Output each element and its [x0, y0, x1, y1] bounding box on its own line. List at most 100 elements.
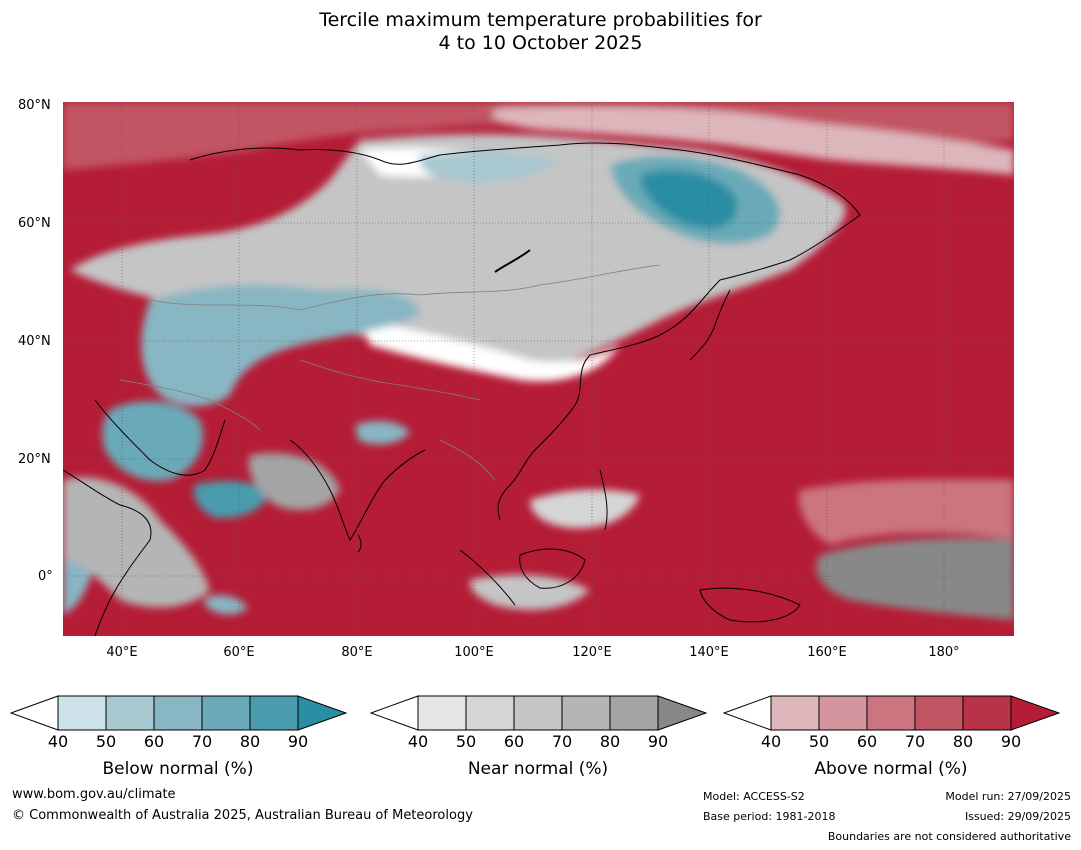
colorbar-near-swatch-60: [513, 695, 563, 731]
lon-label-40e: 40°E: [106, 645, 138, 660]
coastline-sumatra: [459, 549, 516, 606]
title-line-2: 4 to 10 October 2025: [438, 32, 643, 54]
region-below-indianocean: [205, 595, 248, 615]
tick-above-90: 90: [1000, 732, 1022, 751]
issued-info: Issued: 29/09/2025: [964, 810, 1071, 823]
lon-label-160e: 160°E: [807, 645, 847, 660]
lon-label-80e: 80°E: [341, 645, 373, 660]
coastline-east-asia: [497, 259, 791, 521]
coastline-africa-east: [63, 469, 152, 636]
region-below-central-asia: [141, 284, 421, 407]
tick-near-40: 40: [407, 732, 429, 751]
border-central-asia: [149, 293, 421, 311]
colorbar-above-swatch-70: [914, 695, 964, 731]
region-near-pacific-east: [816, 538, 1014, 620]
region-white-central: [360, 320, 620, 382]
tick-above-80: 80: [952, 732, 974, 751]
colorbar-above-swatch-40: [770, 695, 820, 731]
tick-near-70: 70: [551, 732, 573, 751]
colorbar-below-swatch-40: [57, 695, 107, 731]
coastline-new-guinea: [699, 587, 801, 623]
lat-label-20: 20°N: [18, 452, 51, 467]
colorbar-below-under-arrow: [10, 695, 59, 731]
colorbar-above-under-arrow: [723, 695, 772, 731]
region-below-eastsiberia-core: [640, 169, 738, 229]
colorbar-near-over-arrow: [657, 695, 708, 731]
tick-below-40: 40: [47, 732, 69, 751]
colorbar-above-swatch-50: [818, 695, 868, 731]
lon-label-60e: 60°E: [223, 645, 255, 660]
lat-label-40: 40°N: [18, 334, 51, 349]
colorbar-below-swatch-50: [105, 695, 155, 731]
border-southeast-asia: [439, 439, 496, 481]
coastline-philippines: [599, 469, 608, 531]
coastline-borneo: [519, 548, 586, 589]
colorbar-below-swatch-70: [201, 695, 251, 731]
coastline-sri-lanka: [357, 534, 362, 553]
model-info: Model: ACCESS-S2: [703, 790, 805, 803]
tick-below-90: 90: [287, 732, 309, 751]
colorbar-above-swatch-80: [962, 695, 1012, 731]
tick-above-70: 70: [904, 732, 926, 751]
tick-near-90: 90: [647, 732, 669, 751]
tick-above-40: 40: [760, 732, 782, 751]
lon-label-100e: 100°E: [454, 645, 494, 660]
lat-label-0: 0°: [38, 569, 53, 584]
lon-label-180: 180°: [928, 645, 960, 660]
colorbar-below-swatch-60: [153, 695, 203, 731]
tick-above-50: 50: [808, 732, 830, 751]
region-below-africa: [193, 480, 270, 519]
coastline-eurasia-north: [189, 142, 861, 261]
region-near-indonesia: [469, 574, 590, 610]
colorbar-near-swatch-80: [609, 695, 659, 731]
lat-label-60: 60°N: [18, 216, 51, 231]
lon-label-120e: 120°E: [572, 645, 612, 660]
border-china-north: [419, 264, 661, 296]
tick-near-80: 80: [599, 732, 621, 751]
tick-below-50: 50: [95, 732, 117, 751]
region-below-arabia: [102, 401, 204, 481]
chart-title: Tercile maximum temperature probabilitie…: [0, 9, 1081, 55]
boundaries-note: Boundaries are not considered authoritat…: [827, 830, 1071, 843]
tick-above-60: 60: [856, 732, 878, 751]
tick-below-60: 60: [143, 732, 165, 751]
base-period-info: Base period: 1981-2018: [703, 810, 836, 823]
title-line-1: Tercile maximum temperature probabilitie…: [319, 9, 762, 31]
region-arctic-pale: [492, 106, 1014, 175]
colorbar-below-over-arrow: [297, 695, 348, 731]
region-near-philippines: [530, 489, 640, 529]
region-near-arabian-sea: [248, 453, 340, 510]
lon-label-140e: 140°E: [689, 645, 729, 660]
copyright-text: © Commonwealth of Australia 2025, Austra…: [12, 808, 473, 823]
website-link[interactable]: www.bom.gov.au/climate: [12, 787, 176, 802]
colorbar-near-normal: [370, 695, 708, 731]
colorbar-near-swatch-70: [561, 695, 611, 731]
lat-label-80: 80°N: [18, 98, 51, 113]
colorbar-above-swatch-60: [866, 695, 916, 731]
region-near-horn: [63, 477, 210, 608]
border-middle-east: [119, 379, 261, 431]
tick-below-80: 80: [239, 732, 261, 751]
border-himalaya: [299, 359, 481, 401]
tick-near-60: 60: [503, 732, 525, 751]
colorbar-near-swatch-50: [465, 695, 515, 731]
colorbar-below-normal: [10, 695, 348, 731]
colorbar-below-swatch-80: [249, 695, 299, 731]
region-below-india: [355, 420, 410, 445]
lake-baikal: [494, 249, 531, 273]
colorbar-near-swatch-40: [417, 695, 467, 731]
model-run-info: Model run: 27/09/2025: [945, 790, 1071, 803]
colorbar-above-over-arrow: [1010, 695, 1061, 731]
coastline-japan: [689, 289, 731, 361]
colorbar-above-normal: [723, 695, 1061, 731]
tick-below-70: 70: [191, 732, 213, 751]
region-below-westsiberia: [419, 152, 560, 183]
colorbar-near-title: Near normal (%): [467, 759, 609, 779]
coastline-india: [289, 439, 426, 541]
coastline-arabia: [94, 399, 226, 476]
colorbar-above-title: Above normal (%): [814, 759, 968, 779]
colorbar-below-title: Below normal (%): [102, 759, 254, 779]
tick-near-50: 50: [455, 732, 477, 751]
region-near-pacific-rim: [798, 479, 1014, 545]
